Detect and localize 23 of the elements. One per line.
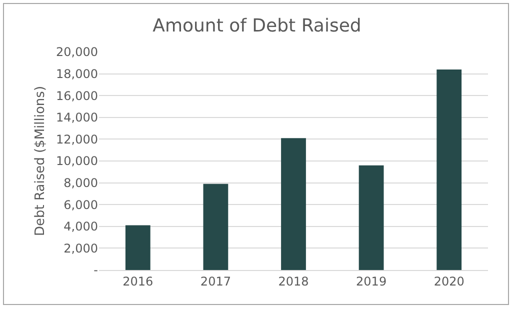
x-tick-label: 2018 [278, 274, 309, 288]
y-axis-title: Debt Raised ($Millions) [32, 86, 48, 236]
x-tick-label: 2017 [200, 274, 231, 288]
y-tick-label: 4,000 [64, 220, 98, 234]
y-tick-label: - [94, 263, 98, 278]
bar [125, 225, 150, 270]
y-tick-label: 18,000 [56, 67, 98, 81]
chart-title: Amount of Debt Raised [152, 16, 362, 37]
bar [203, 184, 228, 270]
x-tick-label: 2016 [122, 274, 154, 288]
bar [358, 165, 384, 270]
y-tick-label: 6,000 [64, 198, 98, 212]
y-tick-label: 14,000 [56, 110, 98, 125]
bar [436, 69, 462, 270]
y-tick-label: 8,000 [64, 176, 98, 190]
x-tick-label: 2020 [434, 274, 464, 288]
y-tick-label: 10,000 [56, 154, 98, 168]
x-tick-label: 2019 [356, 274, 387, 288]
bar [281, 138, 306, 270]
y-tick-label: 20,000 [56, 45, 98, 60]
y-tick-label: 12,000 [56, 132, 98, 146]
y-tick-label: 16,000 [56, 88, 98, 103]
y-tick-label: 2,000 [64, 241, 98, 256]
